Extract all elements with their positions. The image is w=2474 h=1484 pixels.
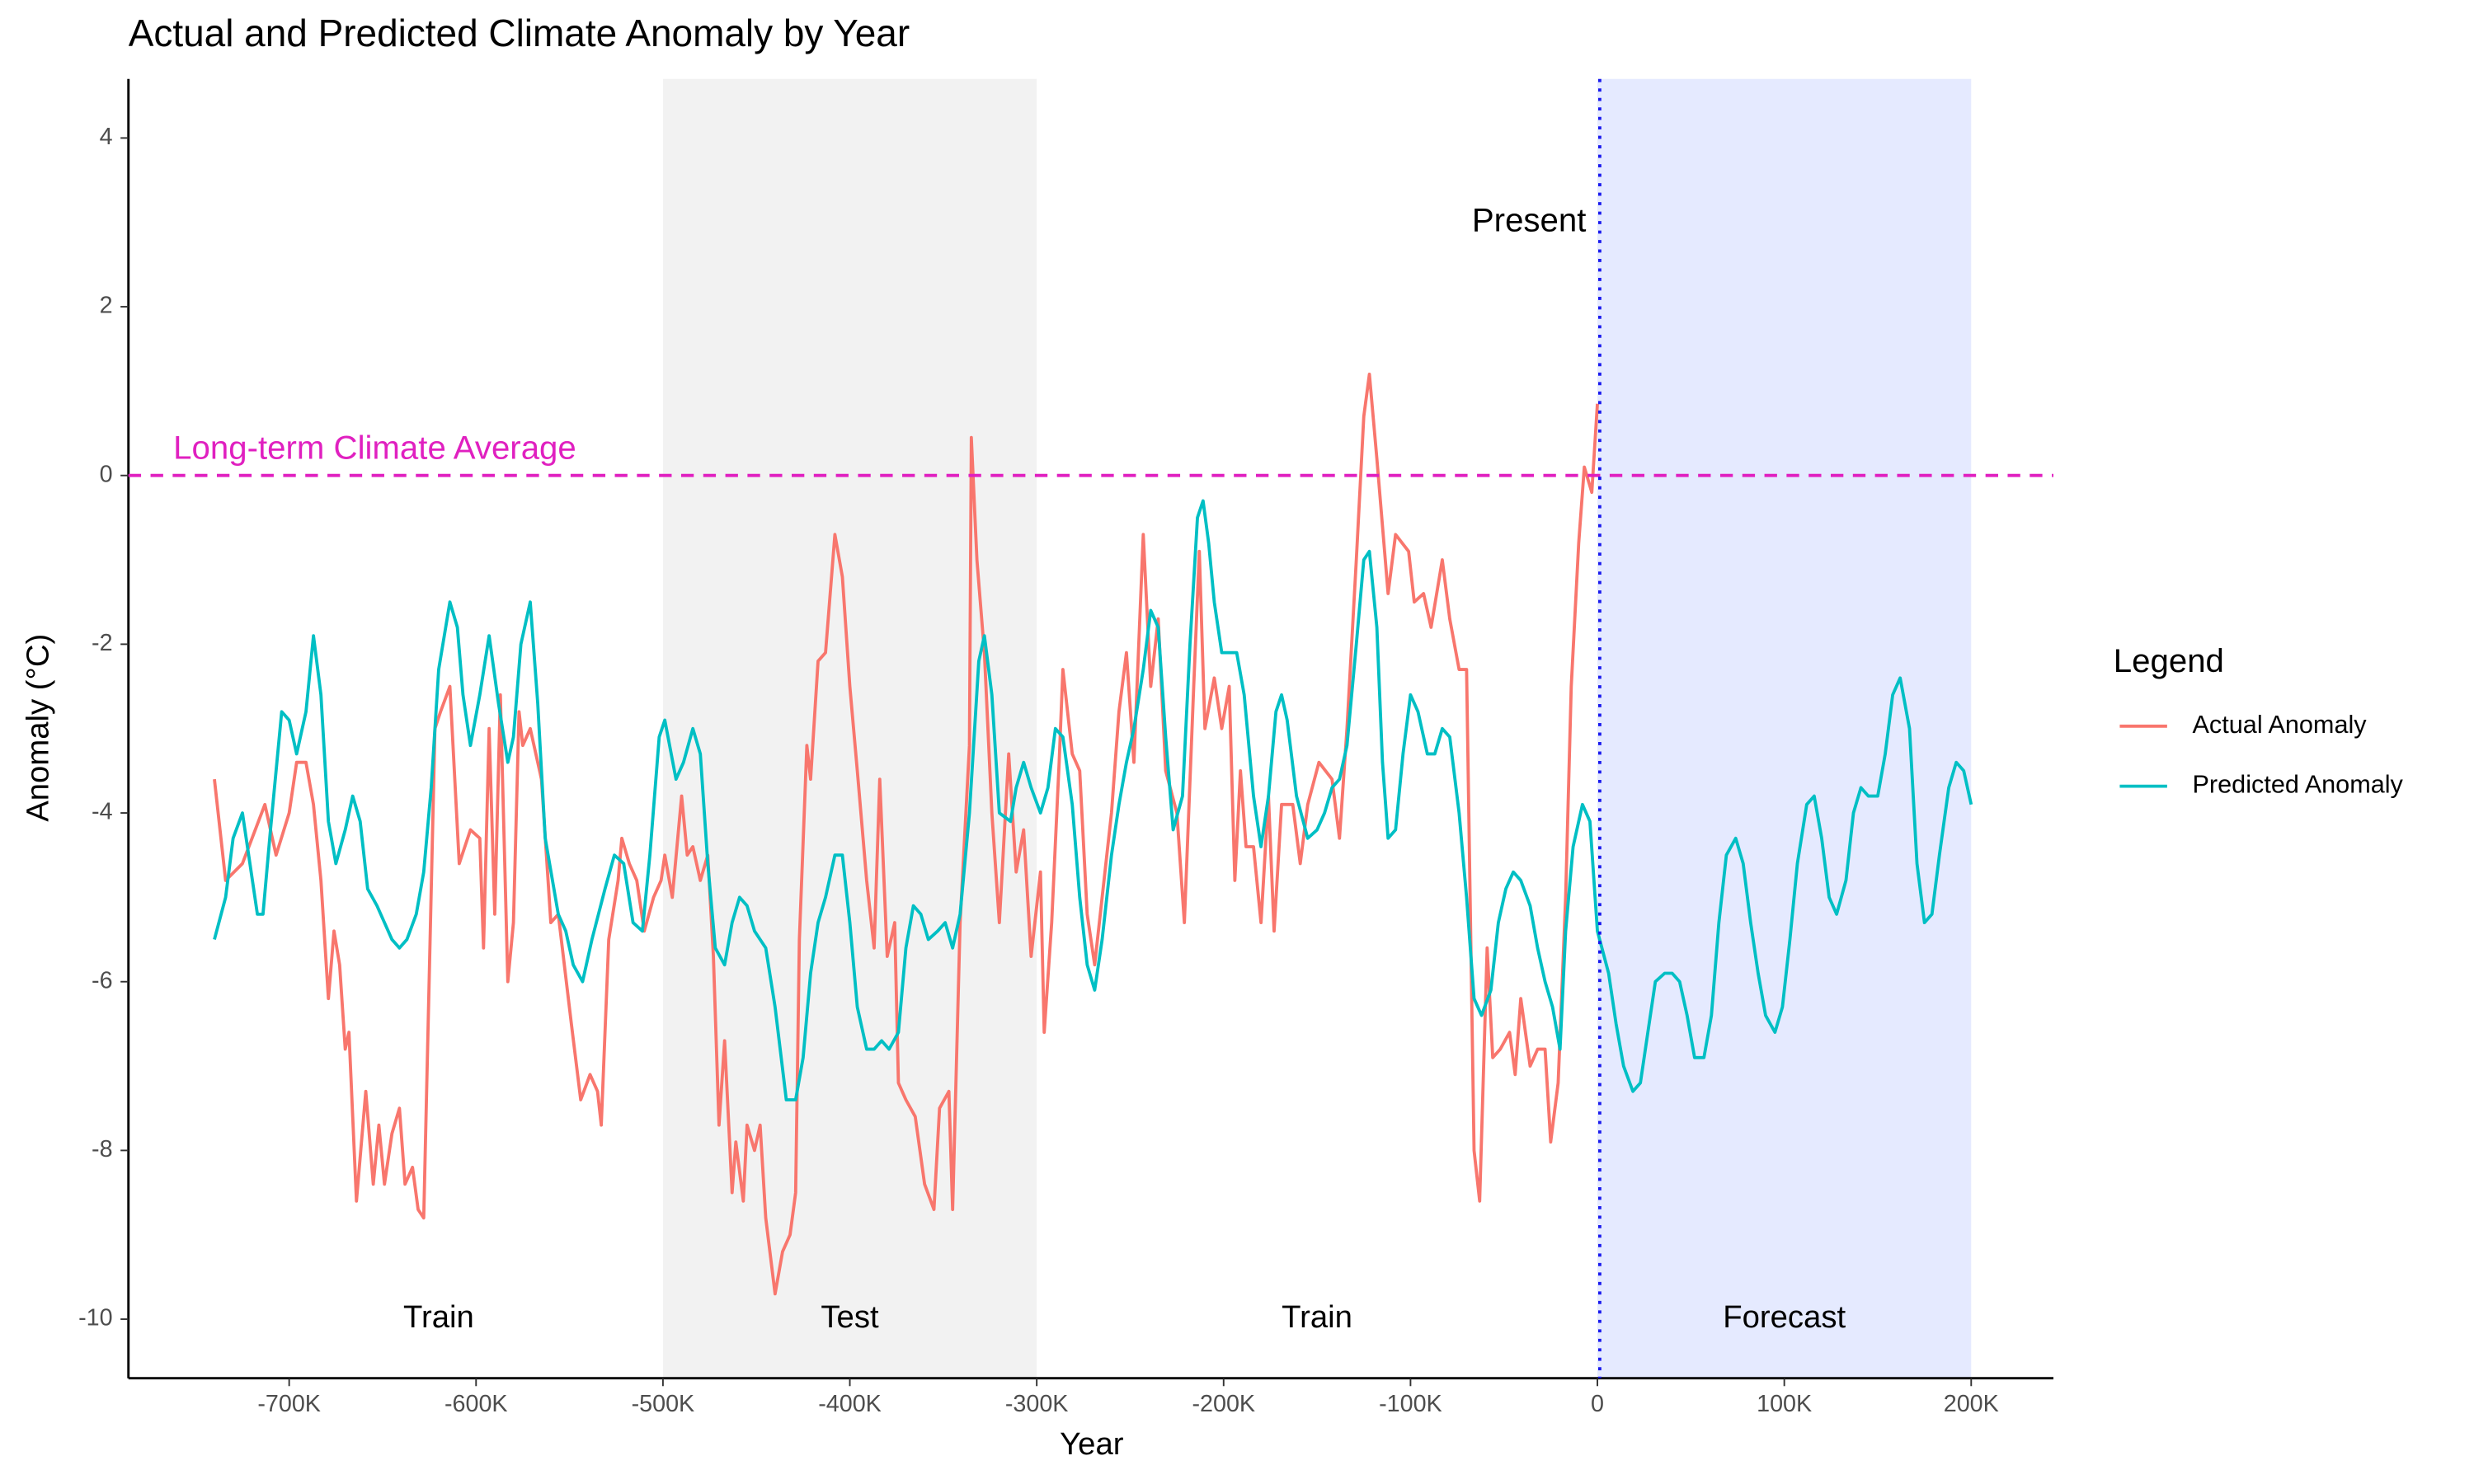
x-tick-label: 0: [1591, 1391, 1604, 1417]
y-tick-label: 2: [100, 293, 113, 319]
legend-label: Actual Anomaly: [2193, 711, 2368, 739]
region-label: Train: [1282, 1299, 1352, 1335]
region-label: Test: [821, 1299, 879, 1335]
legend-label: Predicted Anomaly: [2193, 771, 2404, 799]
x-tick-label: -100K: [1379, 1391, 1442, 1417]
y-axis-title: Anomaly (°C): [21, 634, 56, 822]
x-axis-title: Year: [1060, 1426, 1124, 1462]
series-line: [213, 373, 1599, 1296]
y-tick-label: 4: [100, 124, 113, 150]
shaded-region: [662, 78, 1037, 1378]
chart-title: Actual and Predicted Climate Anomaly by …: [129, 12, 910, 54]
y-tick-label: -6: [92, 967, 113, 993]
plot-layer: Train Test Train Forecast Long-term Climate …: [128, 78, 2054, 1378]
x-tick-label: -400K: [818, 1391, 882, 1417]
series-line: [213, 499, 1973, 1101]
x-tick-label: -600K: [444, 1391, 508, 1417]
region-label: Forecast: [1723, 1299, 1846, 1335]
region-label: Train: [403, 1299, 474, 1335]
x-tick-label: -300K: [1005, 1391, 1069, 1417]
y-tick-label: 0: [100, 461, 113, 487]
y-tick-label: -10: [78, 1305, 113, 1331]
shaded-region: [1597, 78, 1972, 1378]
y-tick-label: -2: [92, 630, 113, 656]
legend: Legend Actual Anomaly Predicted Anomaly: [2114, 642, 2404, 799]
x-tick-label: -500K: [632, 1391, 695, 1417]
x-tick-label: 200K: [1944, 1391, 1999, 1417]
x-tick-label: 100K: [1757, 1391, 1812, 1417]
y-tick-label: -4: [92, 799, 113, 825]
y-tick-label: -8: [92, 1136, 113, 1162]
x-tick-label: -700K: [257, 1391, 321, 1417]
x-tick-label: -200K: [1192, 1391, 1255, 1417]
reference-hline-label: Long-term Climate Average: [173, 430, 576, 467]
reference-vline-label: Present: [1472, 201, 1587, 238]
legend-title: Legend: [2114, 642, 2224, 679]
